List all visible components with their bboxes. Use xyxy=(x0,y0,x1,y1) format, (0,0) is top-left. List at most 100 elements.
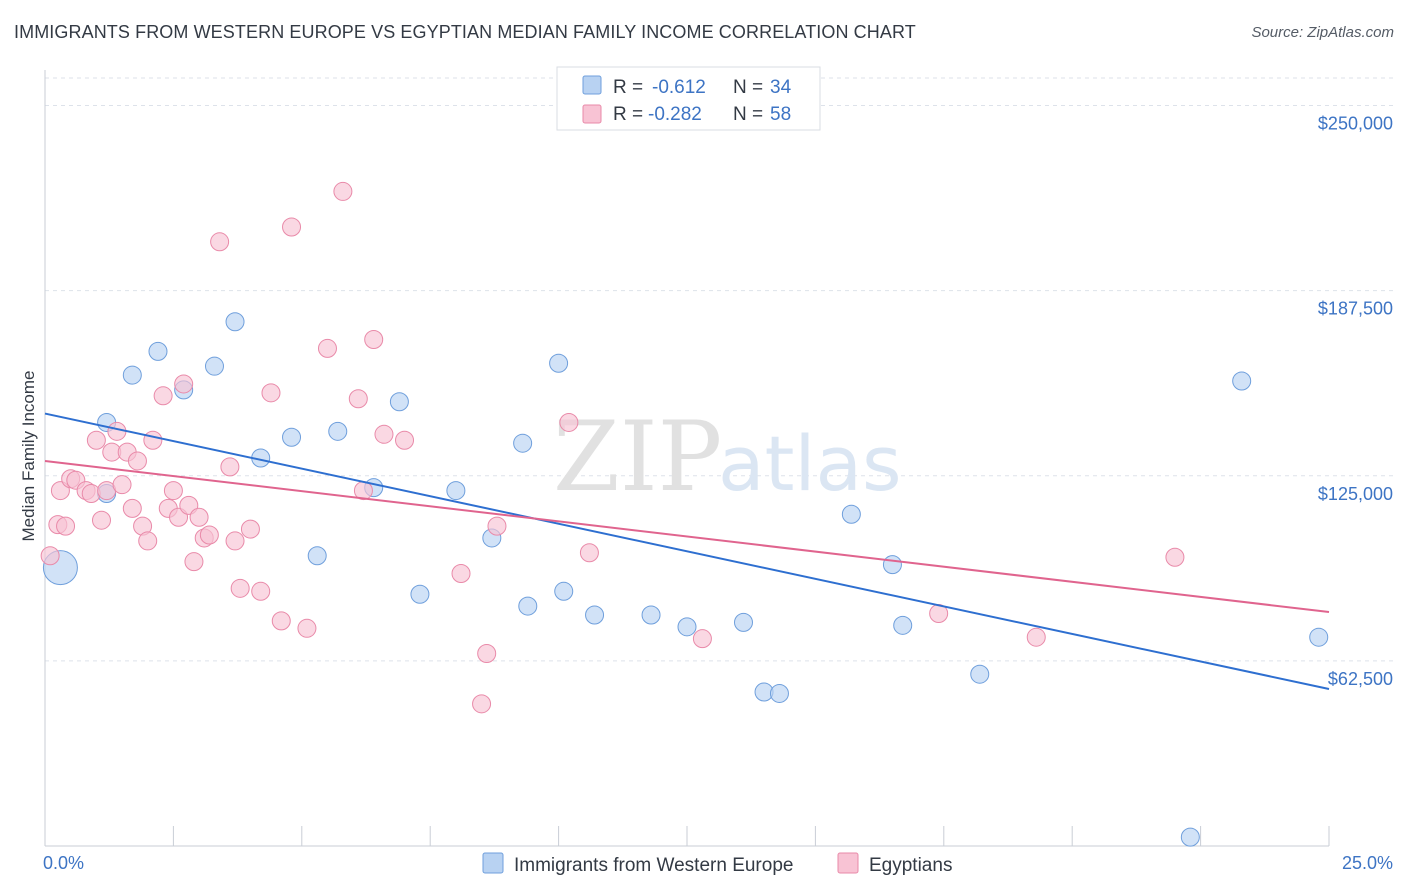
immigrants-point-29 xyxy=(893,615,913,635)
egyptians-point-0 xyxy=(40,546,60,566)
egyptians-point-26 xyxy=(184,552,204,572)
legend-swatch-immigrants xyxy=(582,75,602,95)
trend-line-egyptians xyxy=(44,459,1330,614)
egyptians-point-8 xyxy=(86,430,106,450)
immigrants-point-33 xyxy=(1309,627,1329,647)
trend-line-immigrants xyxy=(44,412,1330,691)
egyptians-point-49 xyxy=(477,643,497,663)
bottom-legend: Immigrants from Western Europe Egyptians xyxy=(482,852,952,876)
legend-r-label-1: R = xyxy=(613,77,643,98)
egyptians-point-40 xyxy=(317,338,337,358)
egyptians-point-45 xyxy=(374,424,394,444)
bottom-legend-swatch-egyptians xyxy=(837,852,859,874)
egyptians-point-52 xyxy=(579,543,599,563)
y-axis-label: Median Family Income xyxy=(19,370,38,541)
egyptians-point-55 xyxy=(1026,627,1046,647)
source-credit: Source: ZipAtlas.com xyxy=(1251,24,1394,41)
egyptians-point-27 xyxy=(189,507,209,527)
immigrants-point-22 xyxy=(641,605,661,625)
immigrants-point-15 xyxy=(446,481,466,501)
egyptians-point-38 xyxy=(282,217,302,237)
legend-n-value-1: 34 xyxy=(770,77,792,98)
immigrants-point-27 xyxy=(841,504,861,524)
trend-lines xyxy=(44,412,1330,691)
x-tick-label-0: 0.0% xyxy=(43,853,84,873)
egyptians-point-15 xyxy=(122,498,142,518)
immigrants-point-6 xyxy=(204,356,224,376)
y-tick-labels: $62,500 $125,000 $187,500 $250,000 xyxy=(1318,114,1393,689)
immigrants-point-4 xyxy=(148,341,168,361)
legend-n-value-2: 58 xyxy=(770,104,791,125)
egyptians-point-31 xyxy=(220,457,240,477)
immigrants-point-10 xyxy=(307,546,327,566)
immigrants-point-13 xyxy=(389,392,409,412)
immigrants-point-14 xyxy=(410,584,430,604)
egyptians-point-56 xyxy=(1165,547,1185,567)
egyptians-point-32 xyxy=(225,531,245,551)
immigrants-point-9 xyxy=(282,427,302,447)
egyptians-point-47 xyxy=(451,564,471,584)
egyptians-point-7 xyxy=(81,484,101,504)
egyptians-point-33 xyxy=(230,578,250,598)
legend-r-value-2: -0.282 xyxy=(648,104,702,125)
legend-swatch-egyptians xyxy=(582,104,602,124)
bottom-legend-label-egyptians: Egyptians xyxy=(869,855,952,876)
y-tick-label-1: $125,000 xyxy=(1318,484,1393,504)
egyptians-point-42 xyxy=(348,389,368,409)
watermark-atlas: atlas xyxy=(718,419,902,508)
egyptians-point-51 xyxy=(559,412,579,432)
egyptians-point-30 xyxy=(210,232,230,252)
egyptians-point-36 xyxy=(261,383,281,403)
egyptians-point-46 xyxy=(395,430,415,450)
egyptians-point-50 xyxy=(487,516,507,536)
immigrants-point-17 xyxy=(513,433,533,453)
immigrants-point-28 xyxy=(882,555,902,575)
egyptians-point-29 xyxy=(199,525,219,545)
y-tick-label-0: $62,500 xyxy=(1328,669,1393,689)
immigrants-point-30 xyxy=(970,664,990,684)
egyptians-point-48 xyxy=(472,694,492,714)
immigrants-point-21 xyxy=(585,605,605,625)
y-tick-label-3: $250,000 xyxy=(1318,114,1393,134)
immigrants-point-18 xyxy=(518,596,538,616)
egyptians-point-20 xyxy=(153,386,173,406)
immigrants-point-26 xyxy=(769,683,789,703)
y-tick-label-2: $187,500 xyxy=(1318,299,1393,319)
immigrants-point-32 xyxy=(1232,371,1252,391)
immigrants-point-24 xyxy=(733,612,753,632)
axes xyxy=(44,70,1330,847)
egyptians-point-9 xyxy=(91,510,111,530)
watermark: ZIP atlas xyxy=(553,401,902,513)
legend-n-label-2: N = xyxy=(733,104,763,125)
immigrants-point-3 xyxy=(122,365,142,385)
series-immigrants-points xyxy=(42,312,1329,847)
legend-r-value-1: -0.612 xyxy=(652,77,706,98)
egyptians-point-35 xyxy=(251,581,271,601)
legend-n-label-1: N = xyxy=(733,77,763,98)
legend-r-label-2: R = xyxy=(613,104,643,125)
egyptians-point-13 xyxy=(112,475,132,495)
chart-title: IMMIGRANTS FROM WESTERN EUROPE VS EGYPTI… xyxy=(14,22,916,42)
immigrants-point-31 xyxy=(1180,827,1200,847)
egyptians-point-44 xyxy=(364,330,384,350)
immigrants-point-19 xyxy=(549,353,569,373)
immigrants-point-20 xyxy=(554,581,574,601)
bottom-legend-swatch-immigrants xyxy=(482,852,504,874)
top-legend: R = -0.612 N = 34 R = -0.282 N = 58 xyxy=(556,66,821,131)
egyptians-point-53 xyxy=(692,629,712,649)
egyptians-point-34 xyxy=(240,519,260,539)
egyptians-point-3 xyxy=(56,516,76,536)
egyptians-point-41 xyxy=(333,181,353,201)
egyptians-point-22 xyxy=(163,481,183,501)
series-egyptians-points xyxy=(40,181,1185,714)
x-tick-label-1: 25.0% xyxy=(1342,853,1393,873)
immigrants-point-23 xyxy=(677,617,697,637)
watermark-zip: ZIP xyxy=(553,401,722,513)
egyptians-point-24 xyxy=(174,374,194,394)
egyptians-point-16 xyxy=(127,451,147,471)
immigrants-point-7 xyxy=(225,312,245,332)
egyptians-point-18 xyxy=(138,531,158,551)
immigrants-point-11 xyxy=(328,421,348,441)
x-tick-labels: 0.0% 25.0% xyxy=(43,853,1393,873)
